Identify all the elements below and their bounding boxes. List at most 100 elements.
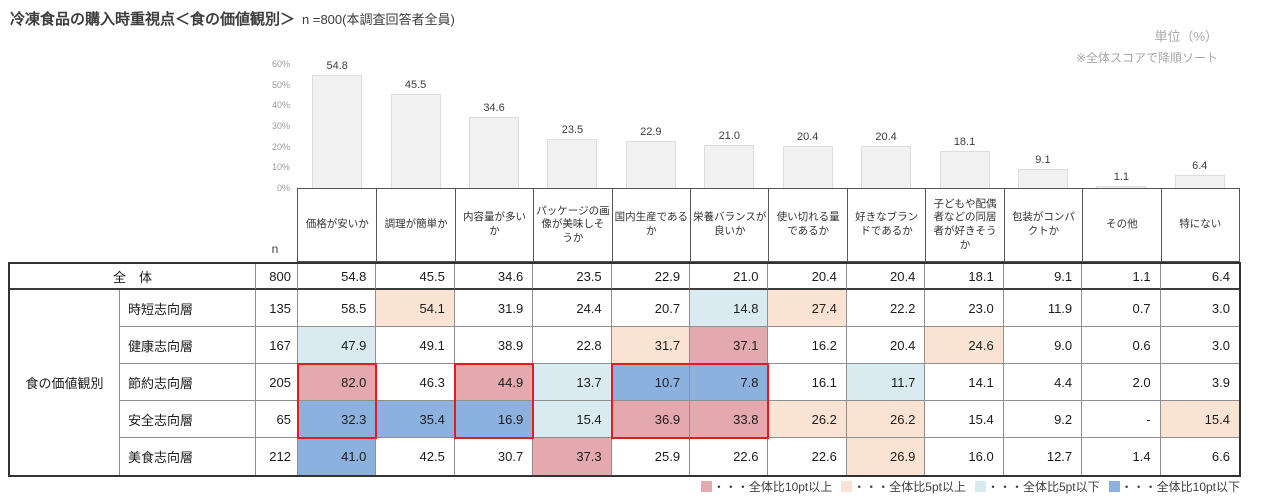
bar-value-label: 22.9 xyxy=(640,125,662,138)
bar xyxy=(390,93,441,188)
legend-label: ・・・全体比10pt以下 xyxy=(1120,480,1240,494)
table-cell: 24.6 xyxy=(925,327,1004,364)
table-cell: 26.2 xyxy=(768,401,847,438)
table-cell: 31.7 xyxy=(611,327,691,364)
table-cell: 13.7 xyxy=(533,364,612,401)
column-header: 調理が簡単か xyxy=(376,189,454,261)
table-cell: 16.1 xyxy=(768,364,847,401)
bar xyxy=(312,74,363,188)
table-cell: 6.4 xyxy=(1160,264,1239,290)
n-value: 205 xyxy=(256,364,298,401)
y-tick-label: 10% xyxy=(271,162,290,173)
y-tick-label: 50% xyxy=(271,79,290,90)
legend-label: ・・・全体比5pt以上 xyxy=(853,480,966,494)
n-column-label: n xyxy=(271,242,279,256)
bar xyxy=(704,144,755,188)
table-cell: 47.9 xyxy=(298,327,377,364)
legend: ・・・全体比10pt以上 ・・・全体比5pt以上 ・・・全体比5pt以下 ・・・全体比… xyxy=(700,478,1240,495)
table-cell: 26.2 xyxy=(846,401,926,438)
table-cell: 0.6 xyxy=(1082,327,1161,364)
bar xyxy=(469,116,520,188)
bar-value-label: 20.4 xyxy=(796,130,819,143)
table-cell: 54.1 xyxy=(376,290,455,327)
table-cell: 9.0 xyxy=(1003,327,1083,364)
row-label: 健康志向層 xyxy=(120,327,256,364)
table-cell: 9.2 xyxy=(1003,401,1083,438)
table-cell: 11.9 xyxy=(1003,290,1083,327)
chart-title: 冷凍食品の購入時重視点＜食の価値観別＞ xyxy=(10,11,296,28)
n-value: 212 xyxy=(256,438,298,475)
table-cell: 14.8 xyxy=(690,290,769,327)
column-header: その他 xyxy=(1082,189,1160,261)
table-cell: 58.5 xyxy=(298,290,377,327)
legend-swatch-icon xyxy=(1108,481,1120,492)
table-cell: 26.9 xyxy=(846,438,926,475)
chart-subtitle: n =800(本調査回答者全員) xyxy=(302,12,455,27)
table-cell: 45.5 xyxy=(376,264,455,290)
table-cell: 46.3 xyxy=(376,364,455,401)
table-cell: 1.4 xyxy=(1082,438,1161,475)
bar xyxy=(625,140,676,188)
table-cell: - xyxy=(1082,401,1161,438)
table-cell: 6.6 xyxy=(1211,449,1230,464)
table-cell: 0.7 xyxy=(1082,290,1161,327)
bar-value-label: 18.1 xyxy=(953,135,976,148)
bar-value-label: 21.0 xyxy=(718,129,740,142)
table-cell: 20.4 xyxy=(768,264,847,290)
table-cell: 2.0 xyxy=(1082,364,1161,401)
group-label: 食の価値観別 xyxy=(10,290,120,475)
row-label: 安全志向層 xyxy=(120,401,256,438)
page-title: 冷凍食品の購入時重視点＜食の価値観別＞ n =800(本調査回答者全員) xyxy=(10,8,455,29)
column-header: 国内生産であるか xyxy=(611,189,690,261)
table-cell: 15.4 xyxy=(533,401,612,438)
table-cell: 4.4 xyxy=(1003,364,1083,401)
table-cell: 16.0 xyxy=(925,438,1004,475)
table-cell: 37.3 xyxy=(533,438,612,475)
table-cell: 14.1 xyxy=(925,364,1004,401)
column-header: 栄養バランスが良いか xyxy=(690,189,768,261)
bar xyxy=(1017,169,1068,188)
table-cell: 21.0 xyxy=(690,264,769,290)
n-value: 800 xyxy=(256,264,298,290)
n-value: 135 xyxy=(256,290,298,327)
table-cell: 20.7 xyxy=(611,290,691,327)
table-cell: 3.9 xyxy=(1160,364,1239,401)
table-cell: 32.3 xyxy=(298,401,377,438)
table-cell: 49.1 xyxy=(376,327,455,364)
table-cell: 38.9 xyxy=(454,327,534,364)
table-cell: 22.8 xyxy=(533,327,612,364)
column-header: パッケージの画像が美味しそうか xyxy=(533,189,611,261)
table-cell: 15.4 xyxy=(925,401,1004,438)
bar-value-label: 23.5 xyxy=(561,124,584,137)
column-header: 内容量が多いか xyxy=(454,189,533,261)
legend-swatch-icon xyxy=(700,481,712,492)
legend-item: ・・・全体比5pt以下 xyxy=(974,478,1100,495)
table-cell: 54.8 xyxy=(298,264,377,290)
table-cell: 22.9 xyxy=(611,264,691,290)
column-header: 好きなブランドであるか xyxy=(846,189,925,261)
table-cell: 35.4 xyxy=(376,401,455,438)
table-cell: 15.4 xyxy=(1160,401,1239,438)
bar-value-label: 45.5 xyxy=(404,78,427,91)
table-cell: 25.9 xyxy=(612,438,691,475)
bar xyxy=(861,145,912,188)
table-cell: 12.7 xyxy=(1004,438,1083,475)
column-header: 使い切れる量であるか xyxy=(768,189,846,261)
table-cell: 1.1 xyxy=(1082,264,1161,290)
table-cell: 11.7 xyxy=(846,364,926,401)
bar-chart: 54.8 45.5 34.6 23.5 22.9 21.0 20.4 20.4 18.1 9.1 1… xyxy=(298,60,1239,188)
table-cell: 22.6 xyxy=(768,438,847,475)
bar-value-label: 1.1 xyxy=(1113,170,1129,183)
bar xyxy=(1174,174,1225,188)
chart-notes: 単位（%） ※全体スコアで降順ソート xyxy=(1076,26,1218,66)
bar-value-label: 9.1 xyxy=(1035,154,1051,167)
table-cell: 20.4 xyxy=(846,264,926,290)
table-column-headers: 価格が安いか 調理が簡単か 内容量が多いか パッケージの画像が美味しそうか 国内生産であ… xyxy=(297,188,1240,262)
bar-value-label: 6.4 xyxy=(1192,159,1208,172)
row-label-total: 全 体 xyxy=(10,264,256,290)
table-cell: 16.9 xyxy=(454,401,534,438)
table-cell: 82.0 xyxy=(298,364,377,401)
legend-item: ・・・全体比5pt以上 xyxy=(841,478,966,495)
table-cell: 9.1 xyxy=(1003,264,1083,290)
table-cell: 31.9 xyxy=(454,290,534,327)
